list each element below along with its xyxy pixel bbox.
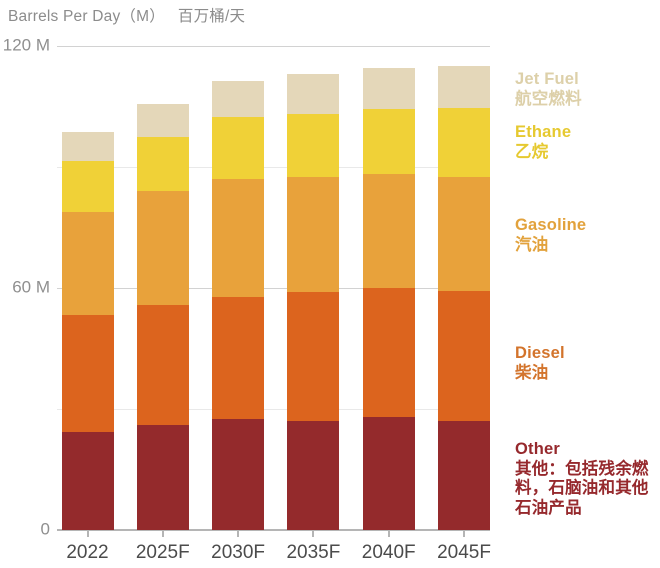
x-axis-label-2035F: 2035F — [286, 542, 341, 563]
legend-label-zh-gasoline: 汽油 — [515, 235, 549, 254]
gridline-60 — [57, 287, 490, 289]
x-axis-label-2030F: 2030F — [211, 542, 266, 563]
bar-2040F-diesel — [362, 288, 415, 417]
bar-2025F-ethane — [136, 137, 189, 192]
legend-item-jet-fuel: Jet Fuel 航空燃料 — [515, 70, 658, 109]
legend-item-gasoline: Gasoline 汽油 — [515, 216, 658, 255]
legend-label-zh-diesel: 柴油 — [515, 363, 549, 382]
legend: Jet Fuel 航空燃料 Ethane 乙烷 Gasoline 汽油 Diesel 柴油 Ot… — [515, 0, 658, 568]
bar-2030F-jet-fuel — [212, 80, 265, 118]
bar-2045F-ethane — [438, 108, 490, 178]
bar-2045F-other — [438, 421, 490, 530]
bar-2022-other — [61, 432, 114, 530]
bar-2022-gasoline — [61, 212, 114, 315]
legend-item-diesel: Diesel 柴油 — [515, 344, 658, 383]
legend-label-en-diesel: Diesel — [515, 344, 565, 362]
x-axis-label-2022: 2022 — [66, 542, 109, 563]
gridline-30 — [57, 408, 490, 410]
bar-2035F-ethane — [287, 113, 340, 177]
bar-2035F-diesel — [287, 291, 340, 421]
x-axis-label-2025F: 2025F — [135, 542, 190, 563]
x-axis-line — [57, 529, 490, 531]
chart-title-en: Barrels Per Day（M） — [8, 8, 165, 25]
y-tick-label-0: 0 — [40, 519, 50, 539]
x-tick-2022 — [86, 531, 89, 537]
x-axis-label-2045F: 2045F — [437, 542, 491, 563]
bar-2022-jet-fuel — [61, 132, 114, 162]
bar-2025F-other — [136, 424, 189, 530]
bar-2030F-other — [212, 418, 265, 530]
legend-item-ethane: Ethane 乙烷 — [515, 123, 658, 162]
bar-2035F-gasoline — [287, 176, 340, 292]
bar-2045F-gasoline — [438, 177, 490, 292]
legend-label-zh-other: 其他：包括残余燃料，石脑油和其他石油产品 — [515, 459, 649, 517]
y-tick-label-60: 60 M — [12, 277, 50, 297]
bar-2030F-ethane — [212, 117, 265, 179]
bar-2040F-jet-fuel — [362, 67, 415, 109]
x-tick-2035F — [312, 531, 315, 537]
bar-2040F-ethane — [362, 108, 415, 175]
bar-2035F-jet-fuel — [287, 74, 340, 114]
y-tick-label-120: 120 M — [2, 35, 50, 55]
bar-2022-ethane — [61, 161, 114, 213]
x-axis-label-2040F: 2040F — [361, 542, 416, 563]
legend-item-other: Other 其他：包括残余燃料，石脑油和其他石油产品 — [515, 440, 658, 518]
legend-label-en-jet-fuel: Jet Fuel — [515, 70, 579, 88]
bar-2045F-jet-fuel — [438, 65, 490, 109]
bar-2022-diesel — [61, 314, 114, 433]
gridline-120 — [57, 45, 490, 47]
bar-2040F-other — [362, 416, 415, 530]
x-tick-2025F — [161, 531, 164, 537]
bar-2025F-gasoline — [136, 191, 189, 305]
bar-2025F-jet-fuel — [136, 103, 189, 138]
bar-2025F-diesel — [136, 304, 189, 425]
legend-label-en-ethane: Ethane — [515, 123, 572, 141]
legend-label-zh-ethane: 乙烷 — [515, 142, 549, 161]
x-tick-2040F — [387, 531, 390, 537]
bar-2045F-diesel — [438, 291, 490, 422]
chart-title: Barrels Per Day（M） 百万桶/天 — [8, 4, 245, 26]
legend-label-zh-jet-fuel: 航空燃料 — [515, 89, 582, 108]
bar-2030F-gasoline — [212, 178, 265, 298]
bar-2040F-gasoline — [362, 174, 415, 289]
legend-label-en-gasoline: Gasoline — [515, 216, 587, 234]
x-tick-2030F — [237, 531, 240, 537]
x-tick-2045F — [463, 531, 465, 537]
bar-2030F-diesel — [212, 297, 265, 419]
chart-title-zh: 百万桶/天 — [177, 8, 246, 25]
legend-label-en-other: Other — [515, 440, 561, 458]
bar-2035F-other — [287, 420, 340, 530]
gridline-90 — [57, 166, 490, 168]
